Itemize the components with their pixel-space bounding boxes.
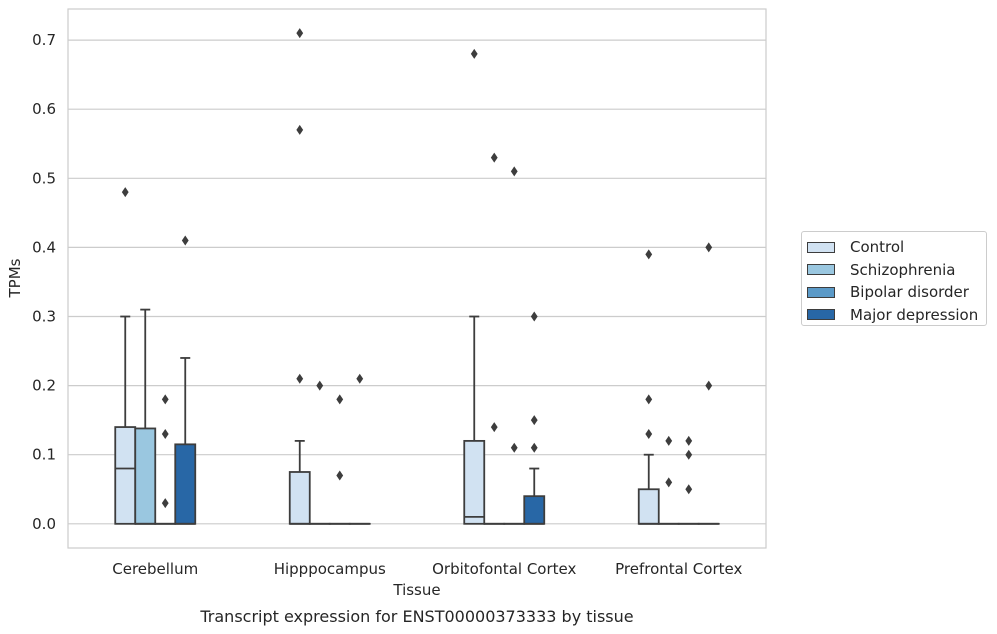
box <box>288 471 311 525</box>
outlier-point <box>685 449 693 460</box>
legend-swatch <box>807 286 835 298</box>
y-tick-label: 0.5 <box>32 169 56 187</box>
legend-label: Major depression <box>850 305 979 324</box>
y-tick-label: 0.0 <box>32 515 56 533</box>
y-tick-label: 0.6 <box>32 100 56 118</box>
legend: Control Schizophrenia Bipolar disorder Majo… <box>801 231 987 326</box>
outlier-point <box>705 380 713 391</box>
y-tick-label: 0.1 <box>32 446 56 464</box>
outlier-point <box>685 435 693 446</box>
outlier-point <box>530 311 538 322</box>
legend-item: Schizophrenia <box>807 259 986 282</box>
outlier-point <box>296 373 304 384</box>
x-tick-labels: Cerebellum Hipppocampus Orbitofontal Corte… <box>112 560 742 578</box>
outlier-point <box>161 498 169 509</box>
outlier-point <box>161 394 169 405</box>
box <box>114 426 137 525</box>
outlier-point <box>356 373 364 384</box>
chart-caption: Transcript expression for ENST0000037333… <box>199 607 633 626</box>
legend-label: Schizophrenia <box>850 260 956 279</box>
outlier-point <box>181 235 189 246</box>
outlier-point <box>645 394 653 405</box>
outlier-point <box>296 124 304 135</box>
box <box>174 443 197 525</box>
outlier-point <box>336 394 344 405</box>
outlier-point <box>665 435 673 446</box>
outlier-point <box>490 152 498 163</box>
legend-label: Control <box>850 238 905 257</box>
box <box>463 439 486 525</box>
outlier-point <box>296 28 304 39</box>
outlier-point <box>336 470 344 481</box>
legend-swatch <box>807 264 835 276</box>
legend-swatch <box>807 309 835 321</box>
y-axis-label: TPMs <box>6 258 24 298</box>
x-tick-label: Orbitofontal Cortex <box>432 560 576 578</box>
outlier-point <box>510 166 518 177</box>
outlier-point <box>645 249 653 260</box>
outlier-point <box>121 187 129 198</box>
y-tick-label: 0.7 <box>32 31 56 49</box>
box <box>523 495 546 525</box>
legend-item: Major depression <box>807 304 986 327</box>
legend-label: Bipolar disorder <box>850 283 969 302</box>
outlier-point <box>490 422 498 433</box>
outlier-point <box>665 477 673 488</box>
legend-item: Control <box>807 236 986 259</box>
outlier-point <box>161 428 169 439</box>
outlier-point <box>510 442 518 453</box>
y-tick-labels: 0.0 0.1 0.2 0.3 0.4 0.5 0.6 0.7 <box>32 31 56 533</box>
gridlines <box>68 39 766 525</box>
outlier-point <box>470 48 478 59</box>
outlier-point <box>530 415 538 426</box>
plot-frame <box>67 8 767 549</box>
y-tick-label: 0.3 <box>32 308 56 326</box>
box-elements <box>114 28 720 525</box>
x-tick-label: Cerebellum <box>112 560 198 578</box>
x-axis-label: Tissue <box>392 581 440 599</box>
x-tick-label: Prefrontal Cortex <box>615 560 742 578</box>
outlier-point <box>316 380 324 391</box>
legend-item: Bipolar disorder <box>807 281 986 304</box>
box <box>134 427 157 525</box>
outlier-point <box>530 442 538 453</box>
legend-swatch <box>807 241 835 253</box>
outlier-point <box>645 428 653 439</box>
y-tick-label: 0.4 <box>32 238 56 256</box>
outlier-point <box>685 484 693 495</box>
outlier-point <box>705 242 713 253</box>
x-tick-label: Hipppocampus <box>274 560 386 578</box>
box <box>637 488 660 525</box>
y-tick-label: 0.2 <box>32 377 56 395</box>
